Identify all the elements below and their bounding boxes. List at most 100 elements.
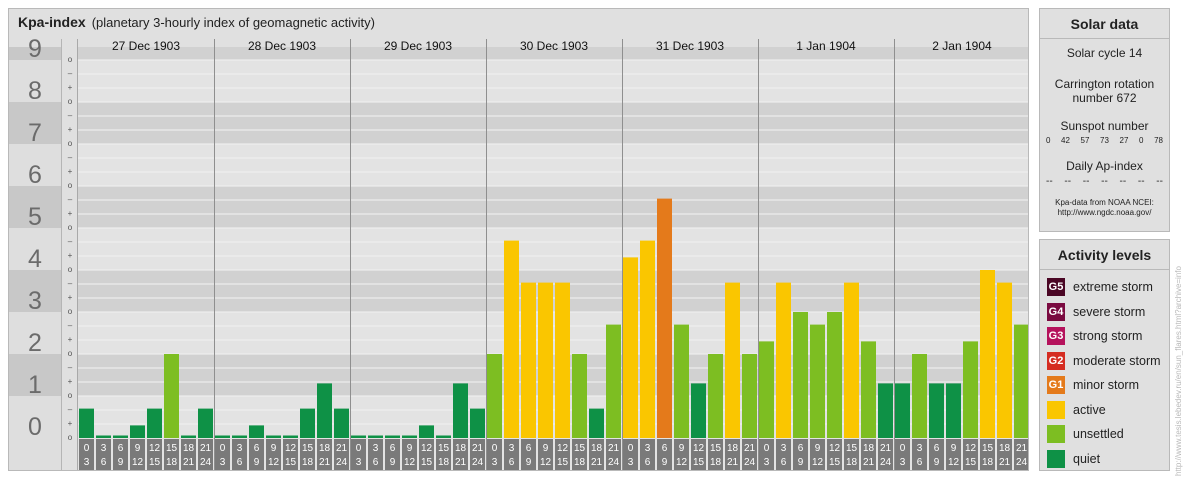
y-subtick-label: + [68,419,73,428]
kp-bar [861,341,876,438]
sunspot-value: 0 [1046,136,1051,145]
hour-end-label: 24 [336,457,348,468]
hour-end-label: 12 [268,457,280,468]
kp-bar [759,341,774,438]
y-band [9,270,61,312]
kp-bar [351,435,366,438]
hour-end-label: 6 [917,457,923,468]
y-subtick-label: – [68,405,73,414]
hour-cell [504,439,519,470]
legend-item-unsettled: unsettled [1040,422,1169,447]
y-subtick-label: – [68,111,73,120]
kp-bar [283,435,298,438]
hour-start-label: 21 [472,443,484,454]
hour-end-label: 24 [608,457,620,468]
hour-cell [657,439,672,470]
y-band [9,228,61,270]
y-subtick-label: – [68,363,73,372]
hour-cell [997,439,1012,470]
kp-band [78,47,1028,60]
carrington-line-1: Carrington rotation [1054,77,1155,91]
legend-label: minor storm [1073,378,1139,393]
ap-value: -- [1101,176,1108,187]
legend-label: strong storm [1073,329,1143,344]
hour-start-label: 6 [390,443,396,454]
hour-cell [623,439,638,470]
hour-cell [470,439,485,470]
kp-bar [878,383,893,438]
day-label: 31 Dec 1903 [656,39,724,53]
hour-start-label: 3 [645,443,651,454]
hour-end-label: 6 [645,457,651,468]
kp-bar [402,435,417,438]
hour-end-label: 24 [200,457,212,468]
ap-value: -- [1137,176,1145,187]
kp-bar [521,282,536,438]
kp-band [78,102,1028,144]
hour-start-label: 3 [101,443,107,454]
hour-cell [113,439,128,470]
hour-start-label: 6 [254,443,260,454]
hour-cell [946,439,961,470]
hour-start-label: 0 [492,443,498,454]
sunspot-value: 27 [1119,136,1129,145]
hour-end-label: 12 [404,457,416,468]
hour-cell [606,439,621,470]
y-subtick-label: o [68,223,73,232]
hour-end-label: 18 [710,457,722,468]
hour-start-label: 18 [863,443,875,454]
y-tick-label: 7 [28,119,42,147]
y-band [9,102,61,144]
sunspot-value: 73 [1100,136,1109,145]
kp-bar [725,282,740,438]
kp-bar [1014,324,1028,438]
kp-bar [504,240,519,438]
hour-start-label: 0 [900,443,906,454]
y-subtick-label: + [68,125,73,134]
day-label: 29 Dec 1903 [384,39,452,53]
data-source-line-1: Kpa-data from NOAA NCEI: [1055,198,1154,207]
legend-swatch-active [1047,400,1065,419]
hour-end-label: 12 [948,457,960,468]
y-subtick-label: + [68,377,73,386]
kp-bar [963,341,978,438]
kp-bar [130,425,145,438]
hour-cell [436,439,451,470]
hour-cell [980,439,995,470]
hour-cell [283,439,298,470]
kp-bar [980,270,995,438]
hour-end-label: 15 [285,457,297,468]
hour-start-label: 3 [237,443,243,454]
y-band [9,354,61,396]
hour-cell [351,439,366,470]
hour-end-label: 6 [237,457,243,468]
legend-label: unsettled [1073,427,1124,442]
hour-end-label: 3 [900,457,906,468]
hour-end-label: 9 [798,457,804,468]
kp-bar [215,435,230,438]
hour-start-label: 3 [509,443,515,454]
data-source-link[interactable]: http://www.ngdc.noaa.gov/ [1057,208,1152,217]
hour-start-label: 9 [679,443,685,454]
hour-end-label: 12 [540,457,552,468]
y-tick-label: 2 [28,329,42,357]
legend-label: extreme storm [1073,280,1153,295]
hour-end-label: 3 [764,457,770,468]
hour-cell [266,439,281,470]
hour-cell [759,439,774,470]
legend-item-active: active [1040,398,1169,423]
hour-end-label: 12 [676,457,688,468]
kp-band [78,186,1028,228]
hour-cell [181,439,196,470]
y-tick-label: 0 [28,413,42,441]
hour-start-label: 12 [421,443,433,454]
kp-bar [691,383,706,438]
kp-bar [912,354,927,438]
legend-swatch-quiet [1047,449,1065,468]
hour-start-label: 9 [543,443,549,454]
hour-cell [674,439,689,470]
sunspot-value: 57 [1080,136,1090,145]
hour-end-label: 3 [84,457,90,468]
hour-start-label: 15 [302,443,314,454]
kp-bar [470,408,485,438]
